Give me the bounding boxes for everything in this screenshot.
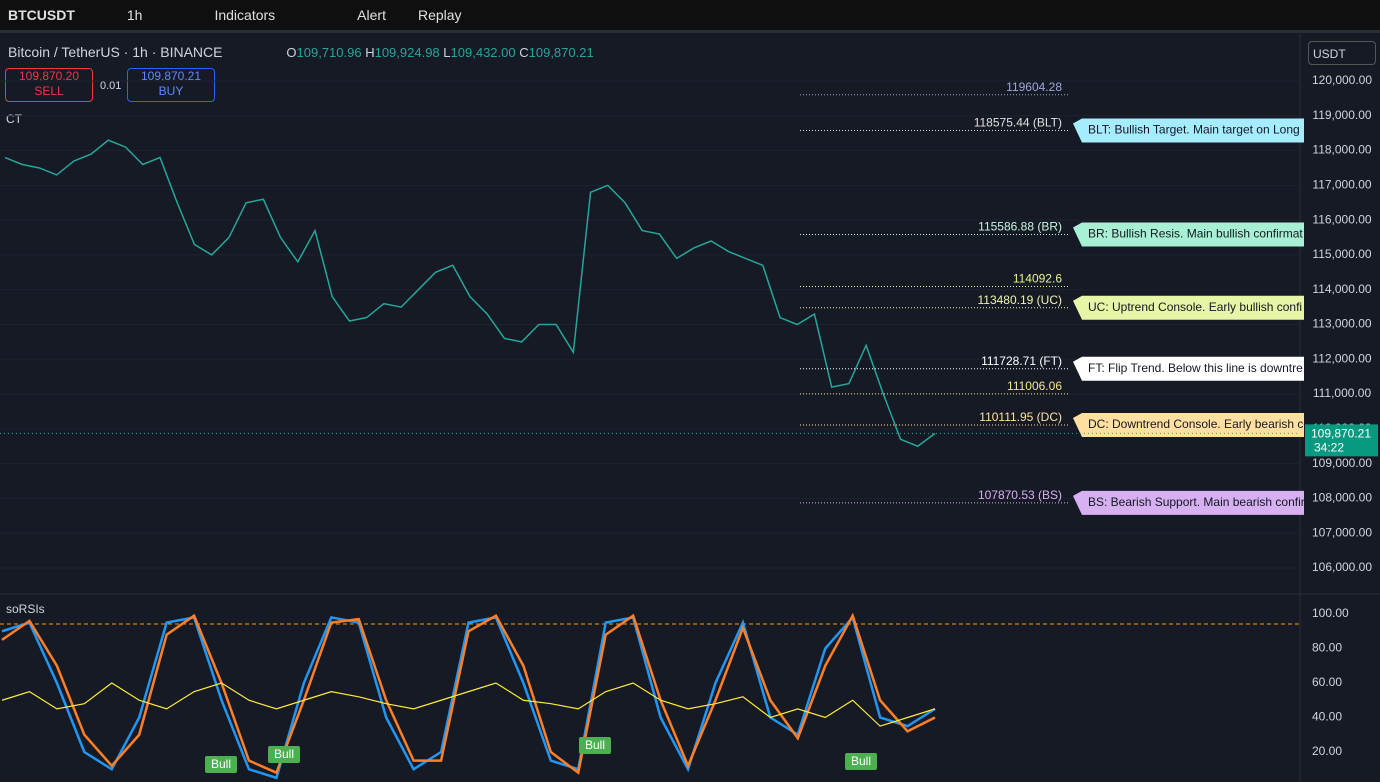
rsi-line: [1, 612, 936, 775]
buy-label: BUY: [158, 84, 184, 98]
note-box: [1073, 356, 1304, 381]
y-tick-label: 107,000.00: [1312, 525, 1372, 539]
signal-label: Bull: [274, 747, 294, 761]
level-label: 111728.71 (FT): [981, 354, 1062, 368]
y-tick-label: 118,000.00: [1312, 143, 1371, 157]
rsi-line: [1, 682, 936, 727]
y-tick-label: 111,000.00: [1313, 386, 1372, 400]
price-line: [4, 139, 936, 448]
interval[interactable]: 1h: [126, 7, 143, 23]
rsi-tick-label: 40.00: [1312, 710, 1342, 724]
level-note: BR: Bullish Resis. Main bullish confirma…: [1088, 227, 1303, 241]
note-box: [1073, 118, 1304, 143]
h: 109,924.98: [374, 45, 440, 60]
signal-box: [205, 756, 237, 773]
signal-box: [268, 746, 300, 763]
o-label: O: [286, 45, 297, 60]
signal-label: Bull: [585, 738, 605, 752]
ohlc: O109,710.96 H109,924.98 L109,432.00 C109…: [286, 45, 593, 60]
level-label: 114092.6: [1013, 272, 1062, 286]
rsi-tick-label: 100.00: [1312, 606, 1349, 620]
sell-price: 109,870.20: [18, 69, 80, 83]
y-tick-label: 120,000.00: [1312, 73, 1372, 87]
sell-label: SELL: [34, 84, 64, 98]
h-label: H: [365, 45, 375, 60]
buy-button[interactable]: 109,870.21 BUY: [127, 68, 215, 102]
currency-select[interactable]: USDT: [1308, 41, 1376, 65]
y-tick-label: 106,000.00: [1312, 560, 1372, 574]
alert[interactable]: Alert: [357, 7, 386, 23]
note-box: [1073, 490, 1304, 515]
rsi-title: soRSIs: [6, 602, 45, 616]
level-note: BLT: Bullish Target. Main target on Long: [1088, 123, 1300, 137]
level-label: 113480.19 (UC): [978, 293, 1063, 307]
l: 109,432.00: [450, 45, 516, 60]
rsi-line: [1, 614, 936, 780]
level-note: DC: Downtrend Console. Early bearish co: [1088, 417, 1310, 431]
rsi-tick-label: 20.00: [1312, 744, 1342, 758]
level-label: 107870.53 (BS): [978, 488, 1062, 502]
level-note: BS: Bearish Support. Main bearish confir: [1088, 495, 1305, 509]
y-tick-label: 108,000.00: [1312, 491, 1372, 505]
c-label: C: [519, 45, 529, 60]
level-note: UC: Uptrend Console. Early bullish confi: [1088, 300, 1302, 314]
signal-label: Bull: [211, 757, 231, 771]
replay[interactable]: Replay: [417, 7, 462, 23]
rsi-tick-label: 60.00: [1312, 675, 1342, 689]
price-tag: [1305, 424, 1378, 457]
y-tick-label: 109,000.00: [1312, 456, 1372, 470]
level-label: 118575.44 (BLT): [974, 116, 1062, 130]
l-label: L: [443, 45, 451, 60]
legend: Bitcoin / TetherUS · 1h · BINANCE O109,7…: [8, 44, 594, 60]
buy-price: 109,870.21: [140, 69, 202, 83]
countdown: 34:22: [1314, 441, 1344, 455]
o: 109,710.96: [296, 45, 362, 60]
level-label: 119604.28: [1006, 80, 1062, 94]
level-label: 115586.88 (BR): [978, 220, 1062, 234]
c: 109,870.21: [528, 45, 594, 60]
level-label: 111006.06: [1007, 379, 1062, 393]
y-tick-label: 114,000.00: [1312, 282, 1371, 296]
y-tick-label: 112,000.00: [1312, 351, 1371, 365]
signal-box: [845, 753, 877, 770]
level-label: 110111.95 (DC): [979, 410, 1062, 424]
note-box: [1073, 222, 1304, 247]
qty: 0.01: [100, 80, 122, 92]
y-tick-label: 115,000.00: [1312, 247, 1371, 261]
note-box: [1073, 295, 1304, 320]
chart: soRSIs 120,000.00 119,000.00 118,000.00 117…: [0, 34, 1380, 782]
legend-title: Bitcoin / TetherUS · 1h · BINANCE: [8, 44, 223, 60]
signal-label: Bull: [851, 754, 871, 768]
level-note: FT: Flip Trend. Below this line is downt…: [1088, 361, 1303, 375]
y-tick-label: 116,000.00: [1312, 212, 1371, 226]
rsi-tick-label: 80.00: [1312, 641, 1342, 655]
y-tick-label: 119,000.00: [1312, 108, 1371, 122]
symbol[interactable]: BTCUSDT: [8, 7, 75, 23]
sell-button[interactable]: 109,870.20 SELL: [5, 68, 93, 102]
note-box: [1073, 412, 1304, 437]
y-tick-label: 117,000.00: [1312, 178, 1371, 192]
y-tick-label: 113,000.00: [1312, 317, 1371, 331]
toolbar: BTCUSDT 1h Indicators Alert Replay: [0, 0, 1380, 33]
price-tag-label: 109,870.21: [1311, 427, 1371, 441]
signal-box: [579, 737, 611, 754]
indicators[interactable]: Indicators: [214, 7, 276, 23]
